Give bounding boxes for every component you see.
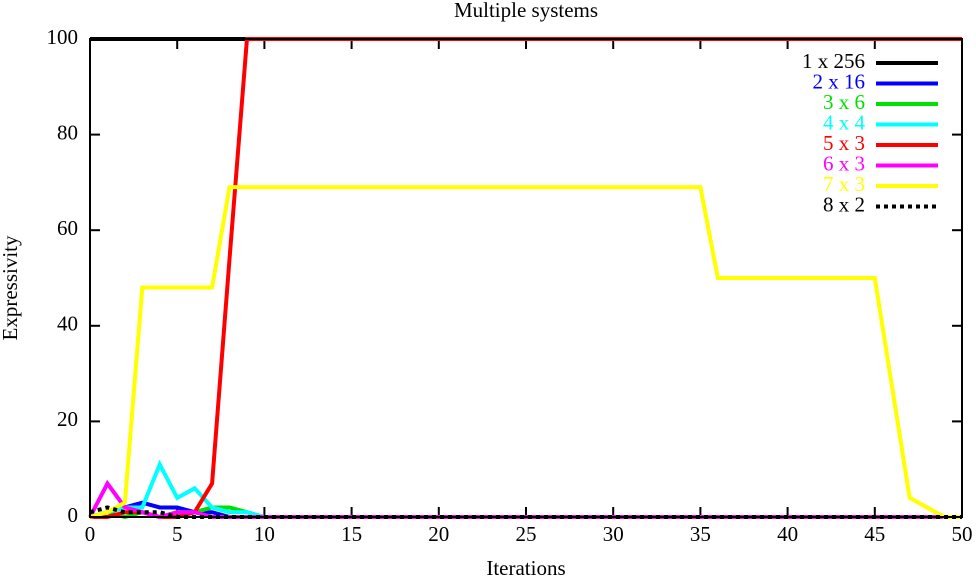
legend-label: 2 x 16 [813,69,866,93]
y-tick-label: 20 [57,407,78,431]
x-tick-label: 20 [428,522,449,546]
x-tick-label: 50 [952,522,973,546]
series-line [89,185,962,519]
y-tick-label: 100 [47,25,79,49]
legend-label: 7 x 3 [823,172,865,196]
x-tick-label: 30 [603,522,624,546]
x-tick-label: 25 [516,522,537,546]
legend-label: 1 x 256 [802,49,865,73]
legend-label: 3 x 6 [823,90,865,114]
y-tick-label: 60 [57,216,78,240]
legend-label: 4 x 4 [823,110,866,134]
x-tick-label: 10 [254,522,275,546]
x-tick-label: 35 [690,522,711,546]
y-tick-label: 80 [57,120,78,144]
y-axis-label: Expressivity [0,235,22,340]
legend-label: 5 x 3 [823,131,865,155]
x-tick-label: 40 [777,522,798,546]
y-tick-label: 40 [57,312,78,336]
legend-label: 6 x 3 [823,151,865,175]
x-tick-label: 0 [85,522,96,546]
y-tick-label: 0 [68,503,79,527]
plot-frame [89,38,963,518]
x-tick-label: 5 [172,522,183,546]
chart-title: Multiple systems [454,0,598,22]
x-axis-label: Iterations [486,556,565,578]
legend-label: 8 x 2 [823,192,865,216]
x-tick-label: 15 [341,522,362,546]
x-tick-label: 45 [864,522,885,546]
